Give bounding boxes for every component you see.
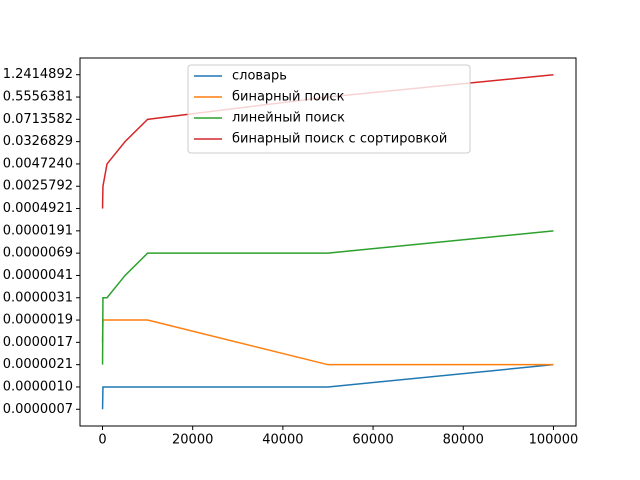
- y-tick-label: 0.0000031: [3, 290, 73, 305]
- x-tick-label: 60000: [352, 433, 393, 448]
- x-tick-label: 20000: [172, 433, 213, 448]
- y-tick-label: 0.0000007: [3, 402, 73, 417]
- y-tick-label: 0.0004921: [3, 201, 73, 216]
- y-tick-label: 0.0000069: [3, 246, 73, 261]
- legend-label: словарь: [232, 69, 287, 84]
- x-tick-label: 40000: [262, 433, 303, 448]
- y-tick-label: 0.0000017: [3, 335, 73, 350]
- y-tick-label: 1.2414892: [3, 67, 73, 82]
- legend-label: линейный поиск: [232, 111, 345, 126]
- y-tick-label: 0.0000041: [3, 268, 73, 283]
- y-tick-label: 0.0000019: [3, 313, 73, 328]
- series-line: [101, 363, 554, 410]
- series-line: [101, 319, 554, 366]
- y-tick-label: 0.0713582: [3, 112, 73, 127]
- y-tick-label: 0.0000021: [3, 357, 73, 372]
- y-tick-label: 0.5556381: [3, 90, 73, 105]
- x-tick-label: 80000: [443, 433, 484, 448]
- y-tick-label: 0.0047240: [3, 156, 73, 171]
- plot-frame: [79, 57, 577, 427]
- x-tick-label: 100000: [529, 433, 579, 448]
- y-tick-label: 0.0000191: [3, 223, 73, 238]
- y-tick-label: 0.0326829: [3, 134, 73, 149]
- x-tick-label: 0: [98, 433, 106, 448]
- legend-label: бинарный поиск с сортировкой: [232, 132, 447, 147]
- y-tick-label: 0.0025792: [3, 179, 73, 194]
- series-line: [101, 230, 554, 365]
- y-tick-label: 0.0000010: [3, 379, 73, 394]
- legend-box: [187, 64, 471, 154]
- legend-label: бинарный поиск: [232, 90, 345, 105]
